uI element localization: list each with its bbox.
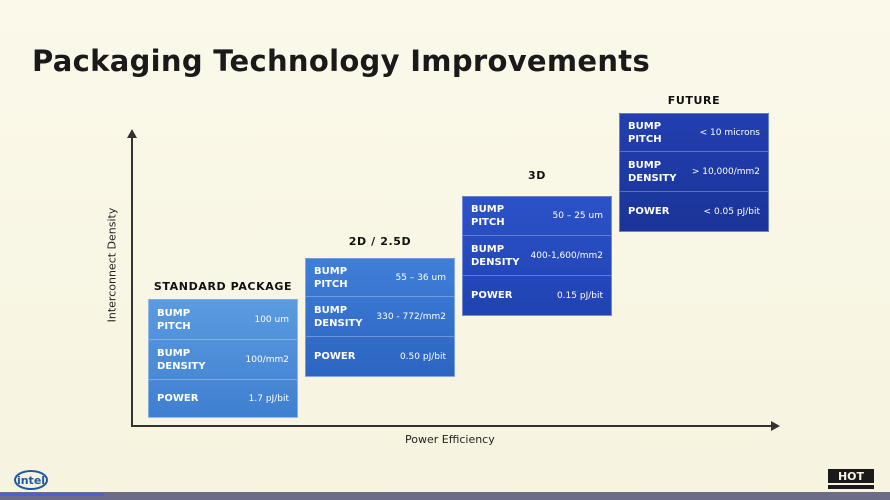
row-value: 0.15 pJ/bit (556, 290, 603, 301)
stage-row: POWER 1.7 pJ/bit (149, 380, 297, 417)
stage-row: BUMP PITCH 55 – 36 um (306, 259, 454, 297)
slide-title: Packaging Technology Improvements (32, 44, 651, 78)
stage-label-standard: STANDARD PACKAGE (153, 280, 293, 293)
stage-label-3d: 3D (528, 169, 546, 182)
row-value: > 10,000/mm2 (691, 166, 760, 177)
stage-box-future: BUMP PITCH < 10 microns BUMP DENSITY > 1… (619, 113, 769, 232)
stage-row: BUMP PITCH 100 um (149, 300, 297, 340)
intel-logo: intel (14, 470, 48, 490)
stage-row: POWER < 0.05 pJ/bit (620, 192, 768, 231)
video-progress-bar[interactable] (0, 492, 890, 500)
row-label: POWER (628, 206, 670, 217)
hot-chips-logo: HOT (828, 469, 874, 489)
row-label: BUMP PITCH (628, 120, 662, 145)
stage-row: BUMP PITCH < 10 microns (620, 114, 768, 152)
stage-row: BUMP DENSITY > 10,000/mm2 (620, 152, 768, 192)
row-label: BUMP PITCH (471, 204, 505, 228)
row-label: POWER (314, 351, 356, 362)
row-value: < 0.05 pJ/bit (703, 206, 760, 217)
row-value: 55 – 36 um (395, 272, 446, 283)
stage-label-2d: 2D / 2.5D (348, 235, 412, 248)
row-label: BUMP PITCH (314, 265, 348, 290)
svg-text:HOT: HOT (838, 470, 865, 483)
row-value: 100/mm2 (245, 354, 289, 365)
stage-label-future: FUTURE (667, 94, 721, 107)
y-axis-label: Interconnect Density (105, 207, 119, 323)
stage-row: POWER 0.15 pJ/bit (463, 276, 611, 315)
x-axis-arrow-icon (771, 421, 780, 431)
stage-row: BUMP DENSITY 400-1,600/mm2 (463, 236, 611, 276)
row-value: 50 – 25 um (552, 211, 603, 221)
stage-box-3d: BUMP PITCH 50 – 25 um BUMP DENSITY 400-1… (462, 196, 612, 316)
row-label: POWER (471, 290, 513, 301)
row-label: BUMP PITCH (157, 307, 191, 332)
row-value: 0.50 pJ/bit (399, 351, 446, 362)
row-label: POWER (157, 393, 199, 404)
row-value: 330 - 772/mm2 (376, 311, 446, 322)
row-value: < 10 microns (699, 127, 760, 138)
x-axis (131, 425, 773, 427)
row-label: BUMP DENSITY (157, 347, 206, 372)
video-progress-fill (0, 493, 104, 496)
y-axis-arrow-icon (127, 129, 137, 138)
y-axis (131, 136, 133, 427)
stage-row: POWER 0.50 pJ/bit (306, 337, 454, 376)
stage-box-2d: BUMP PITCH 55 – 36 um BUMP DENSITY 330 -… (305, 258, 455, 377)
x-axis-label: Power Efficiency (405, 433, 495, 446)
row-value: 400-1,600/mm2 (530, 250, 603, 261)
row-value: 100 um (254, 314, 289, 325)
row-value: 1.7 pJ/bit (248, 393, 289, 404)
stage-row: BUMP DENSITY 100/mm2 (149, 340, 297, 380)
row-label: BUMP DENSITY (314, 304, 363, 329)
row-label: BUMP DENSITY (471, 243, 520, 268)
row-label: BUMP DENSITY (628, 159, 677, 184)
stage-box-standard: BUMP PITCH 100 um BUMP DENSITY 100/mm2 P… (148, 299, 298, 418)
stage-row: BUMP PITCH 50 – 25 um (463, 197, 611, 236)
stage-row: BUMP DENSITY 330 - 772/mm2 (306, 297, 454, 337)
